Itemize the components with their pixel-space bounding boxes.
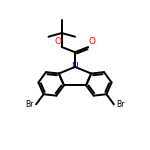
Text: Br: Br (116, 100, 124, 109)
Text: N: N (72, 62, 78, 71)
Text: O: O (89, 37, 96, 46)
Text: O: O (54, 37, 61, 46)
Text: Br: Br (26, 100, 34, 109)
